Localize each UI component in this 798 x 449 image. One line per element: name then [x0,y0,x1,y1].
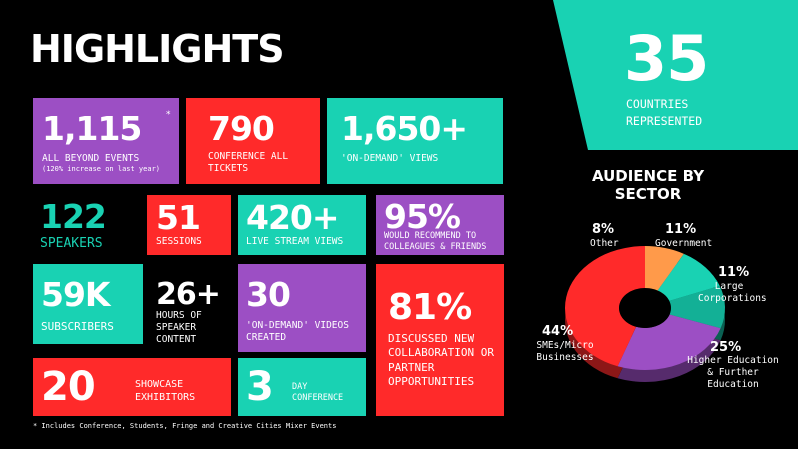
tickets-label: CONFERENCE ALL TICKETS [208,151,289,174]
ondemand-views-tile: 1,650+ 'ON-DEMAND' VIEWS [327,98,503,184]
subscribers-label: SUBSCRIBERS [41,320,114,333]
slice-government-label: Government [655,238,713,249]
footnote: * Includes Conference, Students, Fringe … [33,422,337,430]
donut-hole [619,288,671,328]
sessions-value: 51 [156,198,201,237]
countries-label: COUNTRIES REPRESENTED [626,97,703,128]
chart-title: AUDIENCE BY SECTOR [591,167,705,203]
livestream-tile: 420+ LIVE STREAM VIEWS [238,195,366,255]
events-sub: (120% increase on last year) [42,165,161,173]
sessions-tile: 51 SESSIONS [147,195,231,255]
slice-higher-ed-label: Higher Education & Further Education [687,355,779,390]
events-value: 1,115 [42,109,142,148]
slice-higher-ed-pct: 25% [710,340,742,355]
slice-government-pct: 11% [665,222,697,237]
collaboration-value: 81% [388,287,472,328]
hours-value: 26+ [156,277,221,312]
tickets-value: 790 [208,109,275,148]
videos-tile: 30 'ON-DEMAND' VIDEOS CREATED [238,264,366,352]
collaboration-label: DISCUSSED NEW COLLABORATION OR PARTNER O… [388,332,494,388]
slice-government [657,253,720,301]
ondemand-views-label: 'ON-DEMAND' VIEWS [341,153,439,164]
slice-higher-ed [617,314,721,370]
hours-label: HOURS OF SPEAKER CONTENT [156,310,202,345]
recommend-tile: 95% WOULD RECOMMEND TO COLLEAGUES & FRIE… [376,195,504,255]
speakers-value: 122 [40,197,107,236]
livestream-value: 420+ [246,198,340,237]
subscribers-value: 59K [41,275,110,314]
countries-value: 35 [624,22,709,95]
slice-large-corp [669,285,725,329]
videos-value: 30 [246,275,291,314]
events-tile: 1,115 * ALL BEYOND EVENTS (120% increase… [33,98,179,184]
tickets-tile: 790 CONFERENCE ALL TICKETS [186,98,320,184]
page-title: HIGHLIGHTS [30,27,285,71]
days-label: DAY CONFERENCE [292,382,344,403]
slice-smes-pct: 44% [542,324,574,339]
events-footnote-mark: * [166,110,171,120]
slice-large-corp-pct: 11% [718,265,750,280]
livestream-label: LIVE STREAM VIEWS [246,236,344,247]
recommend-label: WOULD RECOMMEND TO COLLEAGUES & FRIENDS [384,231,487,252]
videos-label: 'ON-DEMAND' VIDEOS CREATED [246,320,349,343]
speakers-label: SPEAKERS [40,236,103,251]
slice-other-label: Other [590,238,619,249]
slice-other [645,246,684,291]
recommend-value: 95% [384,197,461,236]
sessions-label: SESSIONS [156,236,202,247]
exhibitors-label: SHOWCASE EXHIBITORS [135,379,196,403]
slice-smes-label: SMEs/Micro Businesses [536,340,594,363]
ondemand-views-value: 1,650+ [341,109,468,148]
slice-smes [564,246,645,367]
collaboration-tile: 81% DISCUSSED NEW COLLABORATION OR PARTN… [376,264,504,416]
exhibitors-value: 20 [41,364,96,410]
slice-large-corp-label: Large Corporations [698,281,767,304]
slice-other-pct: 8% [592,222,615,237]
days-value: 3 [246,364,274,410]
exhibitors-tile: 20 SHOWCASE EXHIBITORS [33,358,231,416]
days-tile: 3 DAY CONFERENCE [238,358,366,416]
events-label: ALL BEYOND EVENTS [42,153,140,164]
subscribers-tile: 59K SUBSCRIBERS [33,264,143,344]
